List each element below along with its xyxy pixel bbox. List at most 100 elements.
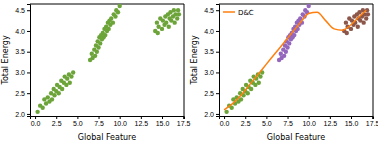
- x-axis-line: [220, 117, 374, 120]
- y-axis-title: Total Energy: [190, 35, 199, 86]
- y-tick-label: 2.5: [15, 90, 25, 97]
- point: [103, 33, 107, 37]
- frame: [184, 4, 185, 116]
- x-tick-mark: [183, 116, 184, 119]
- point: [361, 20, 365, 24]
- legend: D&C: [223, 9, 254, 17]
- point: [40, 106, 44, 110]
- y-tick-mark: [27, 52, 30, 53]
- point: [344, 20, 348, 24]
- point: [65, 76, 69, 80]
- x-tick-mark: [288, 116, 289, 119]
- x-tick-label: 12.5: [324, 120, 338, 127]
- point: [306, 4, 310, 8]
- plot-area: [224, 4, 370, 114]
- point: [366, 12, 370, 16]
- point: [258, 74, 262, 78]
- plot-area: [35, 4, 181, 114]
- point: [57, 91, 61, 95]
- point: [95, 50, 99, 54]
- x-tick-label: 0.0: [220, 120, 230, 127]
- point: [155, 20, 159, 24]
- x-tick: 0.0: [31, 116, 41, 127]
- point: [69, 74, 73, 78]
- point: [172, 8, 176, 12]
- point: [96, 45, 100, 49]
- x-tick: 2.5: [52, 116, 62, 127]
- point: [345, 31, 349, 35]
- y-tick-label: 4.0: [15, 28, 25, 35]
- y-tick-mark: [216, 31, 219, 32]
- legend-swatch: [223, 11, 235, 13]
- y-axis-line: [27, 5, 31, 117]
- x-tick: 12.5: [324, 116, 338, 127]
- panel: 0.0 2.5 5.0 7.5 10.0 12.5 15.0 17.5 2.0 2.5 3.0 3.5…: [1, 4, 191, 142]
- y-axis: 2.0 2.5 3.0 3.5 4.0 4.5: [15, 5, 30, 118]
- x-tick-mark: [120, 116, 121, 119]
- x-tick-label: 2.5: [52, 120, 62, 127]
- x-tick: 10.0: [113, 116, 127, 127]
- point: [177, 12, 181, 16]
- y-tick-mark: [27, 93, 30, 94]
- y-tick: 3.0: [204, 69, 219, 76]
- point: [117, 4, 121, 8]
- x-tick-label: 7.5: [283, 120, 293, 127]
- y-tick: 3.5: [15, 48, 30, 55]
- x-tick: 12.5: [135, 116, 149, 127]
- y-tick: 4.0: [15, 28, 30, 35]
- x-tick-label: 7.5: [94, 120, 104, 127]
- x-tick-label: 17.5: [366, 120, 378, 127]
- point: [50, 97, 54, 101]
- panel: 0.0 2.5 5.0 7.5 10.0 12.5 15.0 17.5 2.02.53.03.5…: [190, 4, 378, 142]
- y-axis-title: Total Energy: [1, 35, 10, 86]
- x-tick-mark: [141, 116, 142, 119]
- y-tick-label: 4.5: [15, 7, 25, 14]
- x-tick: 17.5: [177, 116, 191, 127]
- y-tick-mark: [27, 72, 30, 73]
- y-tick-mark: [216, 72, 219, 73]
- y-tick-label: 2.0: [15, 111, 25, 118]
- x-axis: 0.0 2.5 5.0 7.5 10.0 12.5 15.0 17.5: [220, 116, 378, 127]
- point: [109, 16, 113, 20]
- x-tick-label: 5.0: [73, 120, 83, 127]
- y-tick: 2.0: [15, 111, 30, 118]
- y-tick-mark: [27, 114, 30, 115]
- y-tick-label: 4.0: [204, 28, 214, 35]
- x-tick-label: 0.0: [31, 120, 41, 127]
- y-tick-mark: [216, 93, 219, 94]
- point: [285, 45, 289, 49]
- frame: [219, 4, 373, 5]
- x-tick-label: 15.0: [345, 120, 359, 127]
- x-tick-mark: [56, 116, 57, 119]
- point: [246, 91, 250, 95]
- point: [257, 81, 261, 85]
- y-tick-label: 2.0: [204, 111, 214, 118]
- x-tick-mark: [330, 116, 331, 119]
- point: [224, 110, 228, 114]
- point: [356, 25, 360, 29]
- point: [116, 10, 120, 14]
- y-tick-label: 3.0: [15, 69, 25, 76]
- x-tick-mark: [162, 116, 163, 119]
- x-tick: 15.0: [156, 116, 170, 127]
- x-tick-label: 15.0: [156, 120, 170, 127]
- x-tick-mark: [77, 116, 78, 119]
- x-tick-label: 10.0: [113, 120, 127, 127]
- y-tick-label: 3.5: [15, 48, 25, 55]
- x-axis-title: Global Feature: [78, 133, 136, 142]
- x-tick: 2.5: [241, 116, 251, 127]
- x-tick: 17.5: [366, 116, 378, 127]
- x-tick-label: 12.5: [135, 120, 149, 127]
- point: [93, 54, 97, 58]
- y-axis: 2.02.53.03.54.04.5: [204, 5, 219, 118]
- point: [175, 16, 179, 20]
- x-tick-mark: [35, 116, 36, 119]
- point: [113, 14, 117, 18]
- y-axis-line: [216, 5, 220, 117]
- x-tick: 5.0: [262, 116, 272, 127]
- line: [224, 10, 366, 110]
- y-tick-label: 3.0: [204, 69, 214, 76]
- point: [249, 87, 253, 91]
- x-tick-label: 10.0: [302, 120, 316, 127]
- point: [284, 50, 288, 54]
